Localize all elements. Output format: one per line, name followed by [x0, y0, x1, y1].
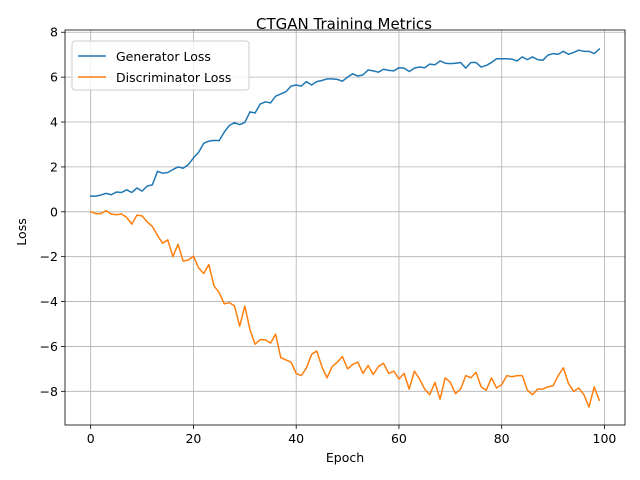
y-tick-label: 2 — [50, 159, 58, 174]
x-tick-label: 40 — [288, 431, 304, 446]
y-tick-label: 8 — [50, 25, 58, 40]
chart-title: CTGAN Training Metrics — [256, 15, 432, 33]
y-tick-label: 0 — [50, 204, 58, 219]
x-tick-label: 60 — [391, 431, 407, 446]
plot-background — [65, 30, 625, 425]
y-tick-label: −2 — [40, 249, 58, 264]
legend-box — [71, 40, 250, 91]
y-tick-label: −4 — [40, 294, 58, 309]
x-axis-label: Epoch — [326, 450, 364, 465]
x-tick-label: 0 — [87, 431, 95, 446]
x-tick-label: 20 — [185, 431, 201, 446]
y-tick-label: 4 — [50, 115, 58, 130]
legend-label-generator: Generator Loss — [116, 49, 211, 64]
y-tick-label: −6 — [40, 339, 58, 354]
series-layer — [89, 48, 601, 408]
series-line-generator — [89, 48, 601, 197]
plot-frame — [64, 29, 626, 426]
ticks: 0 20 40 60 80 100 −8 −6 −4 −2 0 2 4 6 8 — [40, 25, 617, 446]
y-axis-label: Loss — [14, 218, 29, 245]
y-tick-label: −8 — [40, 384, 58, 399]
x-tick-label: 80 — [494, 431, 510, 446]
series-line-discriminator — [89, 209, 601, 408]
y-tick-label: 6 — [50, 70, 58, 85]
grid — [65, 30, 625, 425]
x-tick-label: 100 — [593, 431, 617, 446]
plot-area: 0 20 40 60 80 100 −8 −6 −4 −2 0 2 4 6 8 — [40, 25, 626, 446]
legend: Generator Loss Discriminator Loss — [71, 40, 250, 91]
legend-label-discriminator: Discriminator Loss — [116, 70, 231, 85]
